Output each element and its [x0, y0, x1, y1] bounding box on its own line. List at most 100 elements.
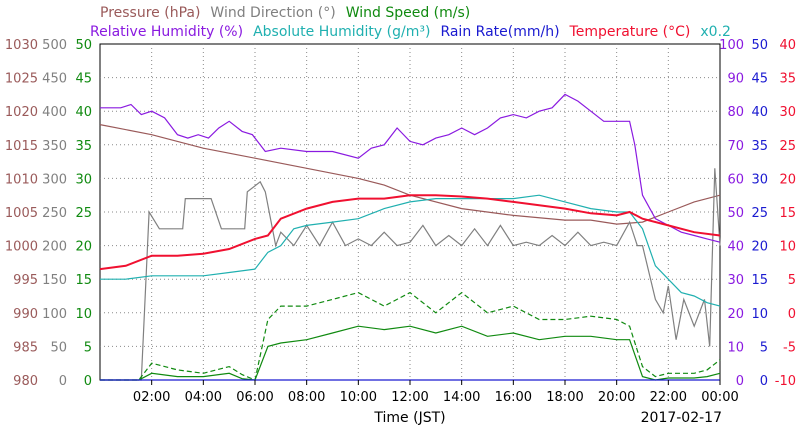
humidity-tick-label: 30 — [727, 273, 744, 288]
wind_dir-tick-label: 150 — [42, 273, 67, 288]
humidity-tick-label: 80 — [727, 105, 744, 120]
wind_speed-tick-label: 0 — [84, 374, 92, 389]
pressure-tick-label: 990 — [13, 307, 38, 322]
pressure-tick-label: 1025 — [5, 72, 38, 87]
x-axis-label: Time (JST) — [373, 410, 445, 426]
pressure-tick-label: 1030 — [5, 38, 38, 53]
x-tick-label: 16:00 — [495, 390, 532, 405]
humidity-tick-label: 70 — [727, 139, 744, 154]
humidity-tick-label: 10 — [727, 340, 744, 355]
wind_dir-tick-label: 250 — [42, 206, 67, 221]
humidity-tick-label: 100 — [719, 38, 744, 53]
pressure-tick-label: 995 — [13, 273, 38, 288]
rain-tick-label: 5 — [760, 340, 768, 355]
legend-entry: Relative Humidity (%) — [90, 24, 243, 40]
x-axis: 02:00 04:00 06:00 08:00 10:00 12:00 14:00 16:00… — [133, 380, 739, 405]
rain-tick-label: 10 — [751, 307, 768, 322]
legend-entry: x0.2 — [700, 24, 731, 40]
series-line — [100, 325, 721, 381]
humidity-tick-label: 50 — [727, 206, 744, 221]
date-label: 2017-02-17 — [641, 410, 722, 426]
wind_speed-tick-label: 15 — [75, 273, 92, 288]
legend-entry: Absolute Humidity (g/m³) — [253, 24, 430, 40]
series-line — [99, 194, 721, 271]
rain-tick-label: 50 — [751, 38, 768, 53]
pressure-tick-label: 1020 — [5, 105, 38, 120]
rain-tick-label: 0 — [760, 374, 768, 389]
temp-tick-label: 15 — [779, 206, 796, 221]
wind_dir-tick-label: 300 — [42, 172, 67, 187]
legend-row-2: Relative Humidity (%) Absolute Humidity (… — [90, 24, 731, 40]
legend-entry: Rain Rate(mm/h) — [440, 24, 559, 40]
humidity-tick-label: 90 — [727, 72, 744, 87]
wind_dir-tick-label: 100 — [42, 307, 67, 322]
pressure-tick-label: 985 — [13, 340, 38, 355]
temp-tick-label: -5 — [783, 340, 796, 355]
x-tick-label: 12:00 — [391, 390, 428, 405]
x-tick-label: 04:00 — [185, 390, 222, 405]
temp-tick-label: 5 — [788, 273, 796, 288]
temp-tick-label: 0 — [788, 307, 796, 322]
wind_speed-tick-label: 10 — [75, 307, 92, 322]
temp-tick-label: 30 — [779, 105, 796, 120]
humidity-tick-label: 20 — [727, 307, 744, 322]
legend-entry: Temperature (°C) — [569, 24, 691, 40]
rain-tick-label: 35 — [751, 139, 768, 154]
rain-tick-label: 40 — [751, 105, 768, 120]
temp-tick-label: 10 — [779, 240, 796, 255]
x-tick-label: 20:00 — [598, 390, 635, 405]
wind_dir-tick-label: 450 — [42, 72, 67, 87]
wind_speed-tick-label: 45 — [75, 72, 92, 87]
right-axes: 1009080706050403020100504540353025201510… — [719, 38, 796, 389]
x-tick-label: 06:00 — [236, 390, 273, 405]
pressure-tick-label: 1015 — [5, 139, 38, 154]
rain-tick-label: 25 — [751, 206, 768, 221]
humidity-tick-label: 0 — [736, 374, 744, 389]
rain-tick-label: 15 — [751, 273, 768, 288]
wind_speed-tick-label: 35 — [75, 139, 92, 154]
temp-tick-label: 35 — [779, 72, 796, 87]
wind_dir-tick-label: 200 — [42, 240, 67, 255]
wind_dir-tick-label: 0 — [59, 374, 67, 389]
x-tick-label: 18:00 — [546, 390, 583, 405]
legend-entry: Pressure (hPa) — [100, 5, 200, 21]
x-tick-label: 02:00 — [133, 390, 170, 405]
pressure-tick-label: 1005 — [5, 206, 38, 221]
series-line — [100, 93, 721, 243]
x-tick-label: 00:00 — [701, 390, 738, 405]
x-tick-label: 08:00 — [288, 390, 325, 405]
series-line — [100, 291, 721, 381]
x-tick-label: 14:00 — [443, 390, 480, 405]
temp-tick-label: -10 — [775, 374, 796, 389]
pressure-tick-label: 1010 — [5, 172, 38, 187]
humidity-tick-label: 60 — [727, 172, 744, 187]
wind_speed-tick-label: 50 — [75, 38, 92, 53]
x-tick-label: 22:00 — [650, 390, 687, 405]
left-axes: 1030102510201015101010051000995990985980… — [5, 38, 92, 389]
legend-entry: Wind Direction (°) — [210, 5, 335, 21]
wind_dir-tick-label: 400 — [42, 105, 67, 120]
series-line — [100, 168, 721, 381]
wind_speed-tick-label: 30 — [75, 172, 92, 187]
series-line — [100, 194, 721, 307]
wind_dir-tick-label: 50 — [50, 340, 67, 355]
series-group — [99, 93, 721, 381]
wind_dir-tick-label: 350 — [42, 139, 67, 154]
legend-row-1: Pressure (hPa) Wind Direction (°) Wind Spe… — [100, 5, 470, 21]
x-tick-label: 10:00 — [340, 390, 377, 405]
legend-entry: Wind Speed (m/s) — [346, 5, 471, 21]
rain-tick-label: 30 — [751, 172, 768, 187]
wind_speed-tick-label: 40 — [75, 105, 92, 120]
rain-tick-label: 45 — [751, 72, 768, 87]
wind_speed-tick-label: 5 — [84, 340, 92, 355]
rain-tick-label: 20 — [751, 240, 768, 255]
pressure-tick-label: 1000 — [5, 240, 38, 255]
temp-tick-label: 40 — [779, 38, 796, 53]
wind_speed-tick-label: 25 — [75, 206, 92, 221]
series-line — [99, 124, 721, 225]
wind_dir-tick-label: 500 — [42, 38, 67, 53]
wind_speed-tick-label: 20 — [75, 240, 92, 255]
pressure-tick-label: 980 — [13, 374, 38, 389]
temp-tick-label: 20 — [779, 172, 796, 187]
